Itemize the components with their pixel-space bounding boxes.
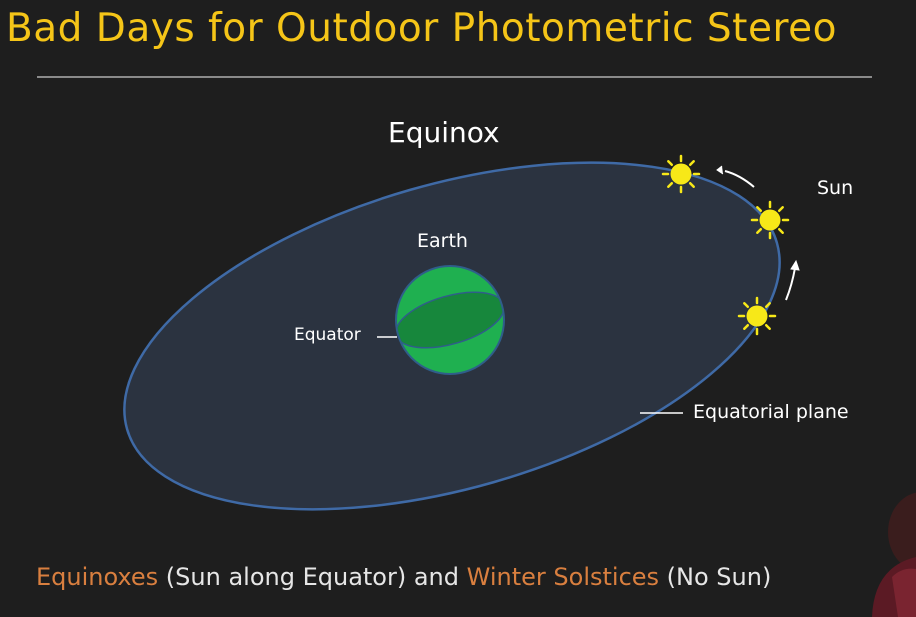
caption-equinoxes: Equinoxes	[36, 563, 159, 591]
caption-text-2: (No Sun)	[659, 563, 772, 591]
presenter-video-thumbnail	[872, 492, 916, 617]
diagram-heading: Equinox	[388, 116, 500, 149]
earth-label: Earth	[417, 230, 468, 252]
arrow-icon	[785, 259, 800, 301]
caption-winter-solstices: Winter Solstices	[466, 563, 660, 591]
sun-icon	[661, 154, 701, 194]
slide-caption: Equinoxes (Sun along Equator) and Winter…	[36, 563, 771, 591]
earth-globe	[395, 265, 505, 375]
sun-icon	[737, 296, 777, 336]
sun-label: Sun	[817, 177, 854, 199]
equatorial-plane-label: Equatorial plane	[693, 401, 849, 423]
sun-icon	[750, 200, 790, 240]
caption-text-1: (Sun along Equator) and	[158, 563, 467, 591]
title-divider	[37, 76, 872, 78]
arrow-icon	[716, 165, 755, 188]
equator-label: Equator	[294, 325, 361, 345]
slide-title: Bad Days for Outdoor Photometric Stereo	[6, 6, 837, 51]
